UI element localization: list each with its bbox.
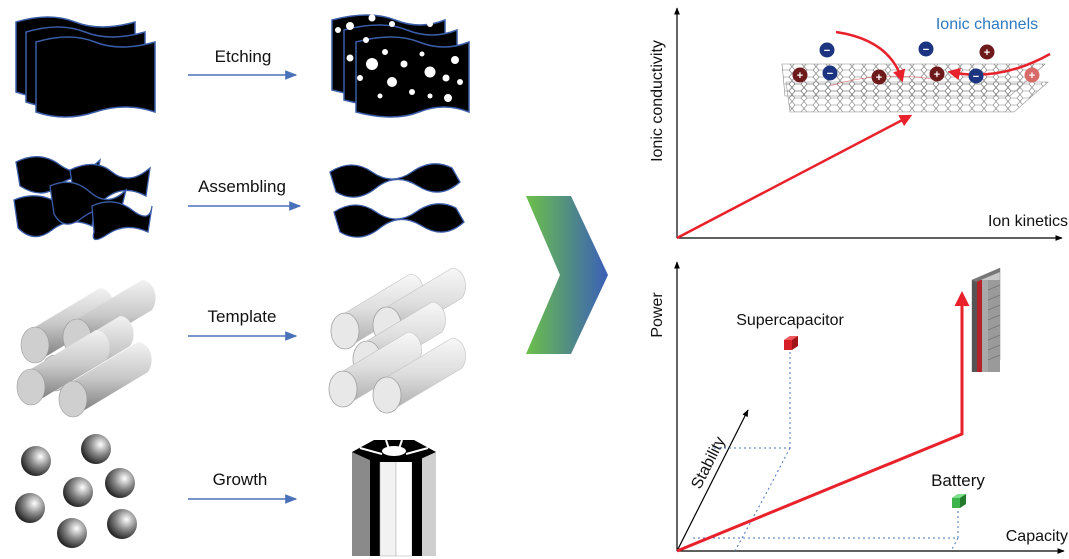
supercapacitor-label: Supercapacitor: [736, 312, 844, 329]
stacked-sheets-icon: [15, 16, 156, 118]
battery-cube-icon: [952, 494, 966, 508]
svg-text:+: +: [876, 72, 882, 84]
svg-text:+: +: [797, 70, 803, 82]
template-row: Template: [16, 267, 466, 418]
power-label: Power: [649, 292, 666, 338]
top-trend-arrow: [676, 114, 913, 240]
solid-cylinders-icon: [16, 280, 156, 418]
svg-text:−: −: [923, 44, 929, 56]
stability-axis: [676, 409, 749, 552]
transition-chevron: [526, 196, 608, 354]
stacked-device-icon: [971, 267, 1001, 373]
supercapacitor-cube-icon: [784, 336, 798, 350]
template-label: Template: [208, 307, 277, 326]
hollow-cylinders-icon: [328, 267, 466, 414]
anion-icon: [968, 68, 984, 84]
stability-label: Stability: [688, 434, 729, 492]
anion-icon: [822, 65, 838, 81]
ion-markers: − − + + − + + − +: [792, 41, 1040, 85]
anion-icon: [819, 42, 835, 58]
svg-text:−: −: [973, 71, 979, 83]
battery-label: Battery: [931, 471, 985, 490]
svg-text:−: −: [827, 68, 833, 80]
channel-arrow-left: [835, 30, 906, 83]
capacity-label: Capacity: [1006, 528, 1068, 545]
assembling-label: Assembling: [198, 177, 286, 196]
porous-sheets-icon: [331, 14, 470, 118]
svg-text:+: +: [984, 47, 990, 59]
bottom-trend-arrow: [676, 291, 970, 553]
growth-row: Growth: [15, 434, 436, 557]
hexagonal-column-icon: [352, 439, 436, 557]
top-x-label: Ion kinetics: [988, 213, 1068, 230]
svg-text:+: +: [1029, 70, 1035, 82]
ionic-channels-label: Ionic channels: [936, 16, 1038, 33]
spheres-icon: [15, 434, 137, 548]
projection-guides: [690, 352, 959, 552]
aligned-sheets-icon: [329, 163, 465, 238]
cation-icon: [929, 66, 945, 82]
top-plot: Ionic conductivity Ion kinetics Ionic ch…: [649, 7, 1068, 241]
growth-label: Growth: [213, 470, 268, 489]
channel-arrow-right: [947, 52, 1051, 81]
svg-text:−: −: [824, 45, 830, 57]
anion-icon: [918, 41, 934, 57]
cation-icon: [979, 44, 995, 60]
etching-row: Etching: [15, 14, 470, 118]
random-sheets-icon: [13, 156, 153, 241]
cation-icon: [1024, 67, 1040, 83]
etching-label: Etching: [215, 47, 272, 66]
assembling-row: Assembling: [13, 156, 465, 241]
top-y-label: Ionic conductivity: [649, 40, 666, 162]
svg-text:+: +: [934, 69, 940, 81]
cation-icon: [871, 69, 887, 85]
bottom-plot: Power Capacity Stability Supercapacitor …: [649, 261, 1068, 554]
cation-icon: [792, 67, 808, 83]
